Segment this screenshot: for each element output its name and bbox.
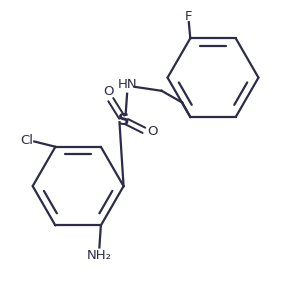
Text: Cl: Cl	[20, 133, 34, 147]
Text: O: O	[147, 126, 158, 138]
Text: S: S	[118, 113, 129, 128]
Text: NH₂: NH₂	[87, 249, 112, 262]
Text: O: O	[104, 85, 114, 98]
Text: F: F	[185, 10, 192, 23]
Text: HN: HN	[118, 78, 138, 91]
